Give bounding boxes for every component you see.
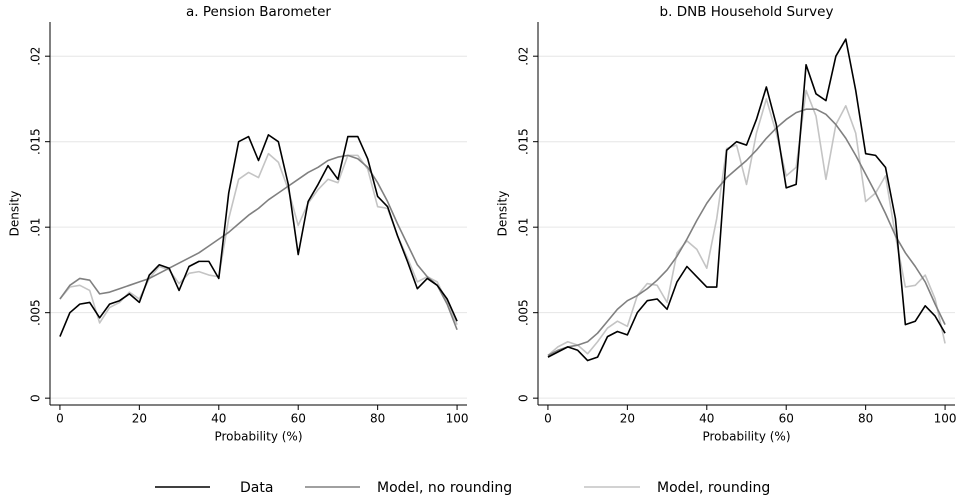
x-tick-label: 100 bbox=[446, 412, 469, 426]
x-tick-label: 0 bbox=[56, 412, 64, 426]
series-line bbox=[547, 89, 946, 357]
chart-title: a. Pension Barometer bbox=[186, 4, 331, 20]
x-tick-label: 40 bbox=[699, 412, 714, 426]
y-tick-label: .005 bbox=[517, 299, 531, 326]
x-tick-label: 100 bbox=[934, 412, 957, 426]
x-tick-label: 0 bbox=[544, 412, 552, 426]
x-tick-label: 80 bbox=[370, 412, 385, 426]
y-tick-label: .015 bbox=[29, 128, 43, 155]
series-line bbox=[547, 38, 946, 362]
legend: Data Model, no rounding Model, rounding bbox=[155, 480, 770, 496]
chart-title: b. DNB Household Survey bbox=[660, 4, 834, 20]
y-tick-label: .02 bbox=[517, 47, 531, 66]
x-tick-label: 20 bbox=[132, 412, 147, 426]
legend-label: Model, no rounding bbox=[377, 480, 512, 496]
y-tick-label: .01 bbox=[517, 218, 531, 237]
x-tick-label: 60 bbox=[291, 412, 306, 426]
y-tick-label: .01 bbox=[29, 218, 43, 237]
y-tick-label: .015 bbox=[517, 128, 531, 155]
y-tick-label: 0 bbox=[29, 394, 43, 402]
y-tick-label: .02 bbox=[29, 47, 43, 66]
series-line bbox=[59, 134, 458, 337]
y-tick-label: 0 bbox=[517, 394, 531, 402]
y-tick-label: .005 bbox=[29, 299, 43, 326]
panel: a. Pension Barometer 0 .005 .01 .015 .02 0 20 40… bbox=[8, 4, 469, 444]
x-tick-label: 80 bbox=[858, 412, 873, 426]
panel: b. DNB Household Survey 0 .005 .01 .015 .02 0 2… bbox=[496, 4, 957, 444]
x-axis-label: Probability (%) bbox=[214, 430, 302, 444]
y-axis-label: Density bbox=[8, 191, 22, 237]
y-axis-label: Density bbox=[496, 191, 510, 237]
legend-label: Model, rounding bbox=[657, 480, 770, 496]
series-line bbox=[59, 154, 458, 331]
x-tick-label: 40 bbox=[211, 412, 226, 426]
x-tick-label: 20 bbox=[620, 412, 635, 426]
series-line bbox=[547, 108, 946, 357]
x-axis-label: Probability (%) bbox=[702, 430, 790, 444]
legend-label: Data bbox=[240, 480, 273, 496]
x-tick-label: 60 bbox=[779, 412, 794, 426]
